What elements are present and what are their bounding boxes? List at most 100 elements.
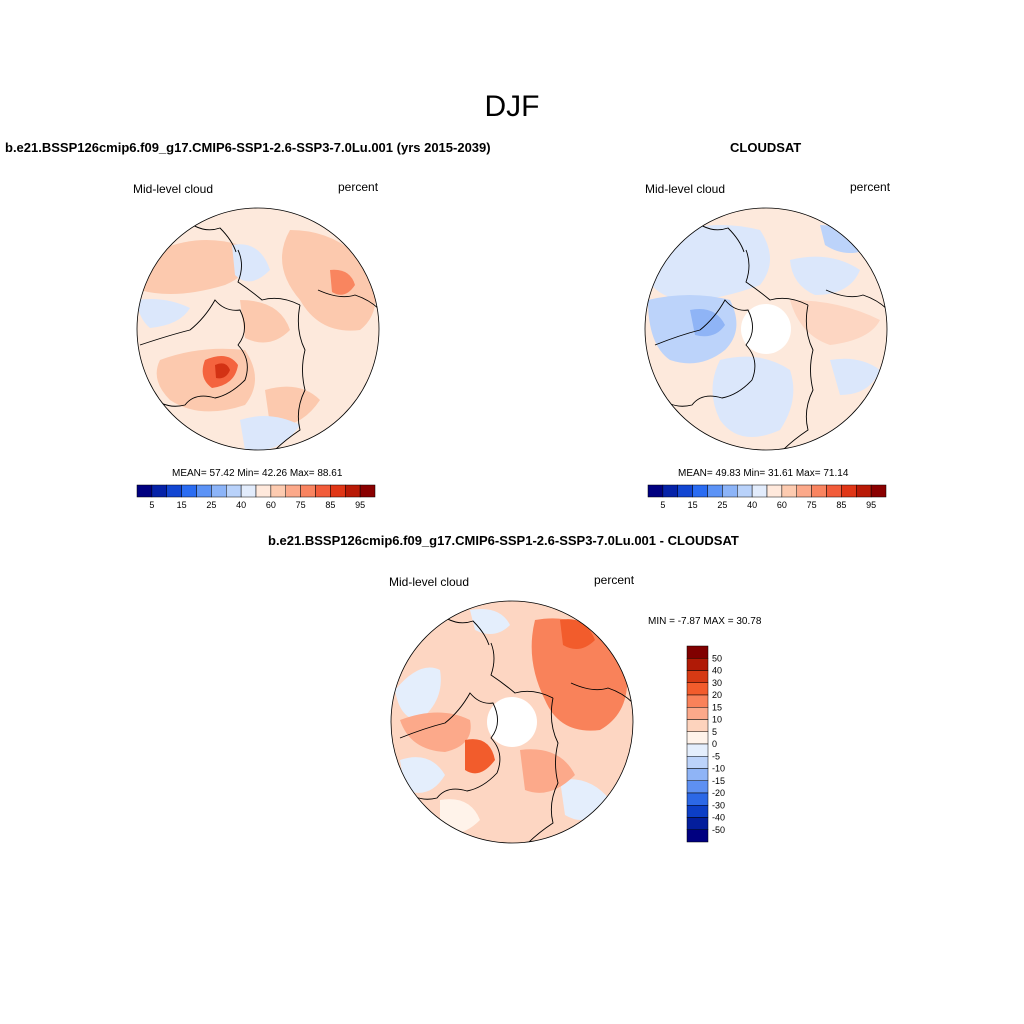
colorbar-1-tick-label: 60: [266, 500, 276, 510]
panel-2-variable-label: Mid-level cloud: [645, 182, 726, 196]
map-1-coast-siberia: [317, 289, 379, 311]
colorbar-2-swatch: [870, 484, 887, 498]
panel-3-stats: MIN = -7.87 MAX = 30.78: [648, 616, 762, 627]
map-2-coast-scandinavia: [782, 304, 814, 450]
map-1-coast-arctic: [237, 249, 301, 306]
colorbar-1-swatch: [166, 484, 182, 498]
map-1-blue-se: [345, 406, 379, 435]
colorbar-1-swatch: [330, 484, 346, 498]
map-3-coast-greenland-canada: [399, 692, 501, 800]
map-2-blue-west-core: [690, 309, 725, 337]
colorbar-1-swatch: [211, 484, 227, 498]
colorbar-3-tick-label: -50: [712, 825, 725, 835]
map-3-coast-siberia: [570, 682, 633, 704]
colorbar-3-swatch: [686, 768, 709, 781]
colorbar-2-swatch: [647, 484, 664, 498]
colorbar-2-swatch: [781, 484, 797, 498]
map-2-blue-west: [648, 295, 737, 364]
colorbar-1-tick-label: 85: [325, 500, 335, 510]
colorbar-2-tick-label: 95: [866, 500, 876, 510]
colorbar-2-swatch: [692, 484, 708, 498]
figure-title: DJF: [484, 90, 540, 123]
colorbar-3-swatch: [686, 670, 709, 683]
map-3-pole-gap: [487, 697, 537, 747]
map-3-orange-w: [400, 712, 471, 752]
colorbar-3-tick-label: 15: [712, 702, 722, 712]
map-2-blue-south: [712, 356, 794, 438]
colorbar-3-tick-label: -20: [712, 788, 725, 798]
colorbar-1-swatch: [240, 484, 257, 498]
colorbar-3-swatch: [686, 792, 709, 806]
map-1-shade-ne: [282, 230, 376, 331]
colorbar-2-swatch: [737, 484, 753, 498]
panel-3-title: b.e21.BSSP126cmip6.f09_g17.CMIP6-SSP1-2.…: [268, 533, 739, 548]
colorbar-2-tick-label: 40: [747, 500, 757, 510]
map-2-pole-gap: [741, 304, 791, 354]
colorbar-1-swatch: [345, 484, 361, 498]
colorbar-3-swatch: [686, 731, 709, 745]
colorbar-3-swatch: [686, 829, 709, 843]
colorbar-1-tick-label: 95: [355, 500, 365, 510]
map-3-border: [390, 600, 634, 844]
colorbar-2-tick-label: 5: [660, 500, 665, 510]
colorbar-2-swatch: [707, 484, 723, 498]
map-2-coast-greenland-canada: [654, 299, 756, 407]
map-2-coast-siberia: [825, 289, 887, 311]
panel-3-units-label: percent: [594, 573, 635, 587]
colorbar-3-swatch: [686, 719, 709, 732]
colorbar-1-tick-label: 15: [177, 500, 187, 510]
colorbar-2-swatch: [662, 484, 678, 498]
colorbar-3-tick-label: -15: [712, 776, 725, 786]
map-3-blue-n: [470, 609, 510, 634]
colorbar-2-tick-label: 25: [717, 500, 727, 510]
colorbar-1-swatch: [300, 484, 316, 498]
colorbar-3-tick-label: 30: [712, 678, 722, 688]
panel-2-units-label: percent: [850, 180, 891, 194]
map-1-coast-greenland-canada: [139, 299, 248, 407]
colorbar-1-swatch: [196, 484, 212, 498]
colorbar-2-swatch: [826, 484, 842, 498]
map-1-model: [136, 207, 380, 451]
panel-1-variable-label: Mid-level cloud: [133, 182, 214, 196]
colorbar-1-swatch: [270, 484, 286, 498]
colorbar-1-swatch: [315, 484, 331, 498]
map-1-shade-ne-core: [330, 269, 355, 295]
colorbar-1: 5 15 25 40 60 75 85 95: [136, 484, 376, 510]
colorbar-3-tick-label: 5: [712, 727, 717, 737]
map-2-border: [644, 207, 888, 451]
colorbar-3-swatch: [686, 756, 709, 769]
colorbar-3-tick-label: -40: [712, 813, 725, 823]
colorbar-2-tick-label: 15: [688, 500, 698, 510]
colorbar-3-tick-label: -30: [712, 800, 725, 810]
colorbar-1-swatch: [136, 484, 153, 498]
colorbar-3-tick-label: 20: [712, 690, 722, 700]
colorbar-3-tick-label: -5: [712, 751, 720, 761]
map-2-cloudsat: [644, 207, 888, 451]
map-3-blue-w2: [400, 757, 445, 793]
map-3-difference: [390, 600, 634, 844]
colorbar-2-swatch: [856, 484, 872, 498]
colorbar-1-tick-label: 75: [296, 500, 306, 510]
colorbar-3-tick-label: 40: [712, 666, 722, 676]
colorbar-2-swatch: [796, 484, 812, 498]
colorbar-1-tick-label: 25: [206, 500, 216, 510]
panel-2-title: CLOUDSAT: [730, 140, 802, 155]
colorbar-3-tick-label: 0: [712, 739, 717, 749]
map-3-blue-w1: [395, 667, 441, 720]
colorbar-1-tick-label: 40: [236, 500, 246, 510]
colorbar-3-swatch: [686, 694, 709, 708]
colorbar-1-swatch: [285, 484, 301, 498]
colorbar-3-swatch: [686, 707, 709, 720]
map-3-orange-ne: [531, 618, 628, 731]
map-3-red-greenland: [465, 739, 495, 774]
colorbar-3-swatch: [686, 645, 709, 659]
map-1-blue-south: [240, 416, 300, 450]
colorbar-2-swatch: [722, 484, 738, 498]
colorbar-2: 5 15 25 40 60 75 85 95: [647, 484, 887, 510]
map-1-shade-south: [265, 386, 320, 426]
map-1-shade-center: [240, 300, 290, 343]
colorbar-3-swatch: [686, 805, 709, 818]
panel-1-stats: MEAN= 57.42 Min= 42.26 Max= 88.61: [172, 468, 343, 479]
colorbar-1-swatch: [226, 484, 242, 498]
